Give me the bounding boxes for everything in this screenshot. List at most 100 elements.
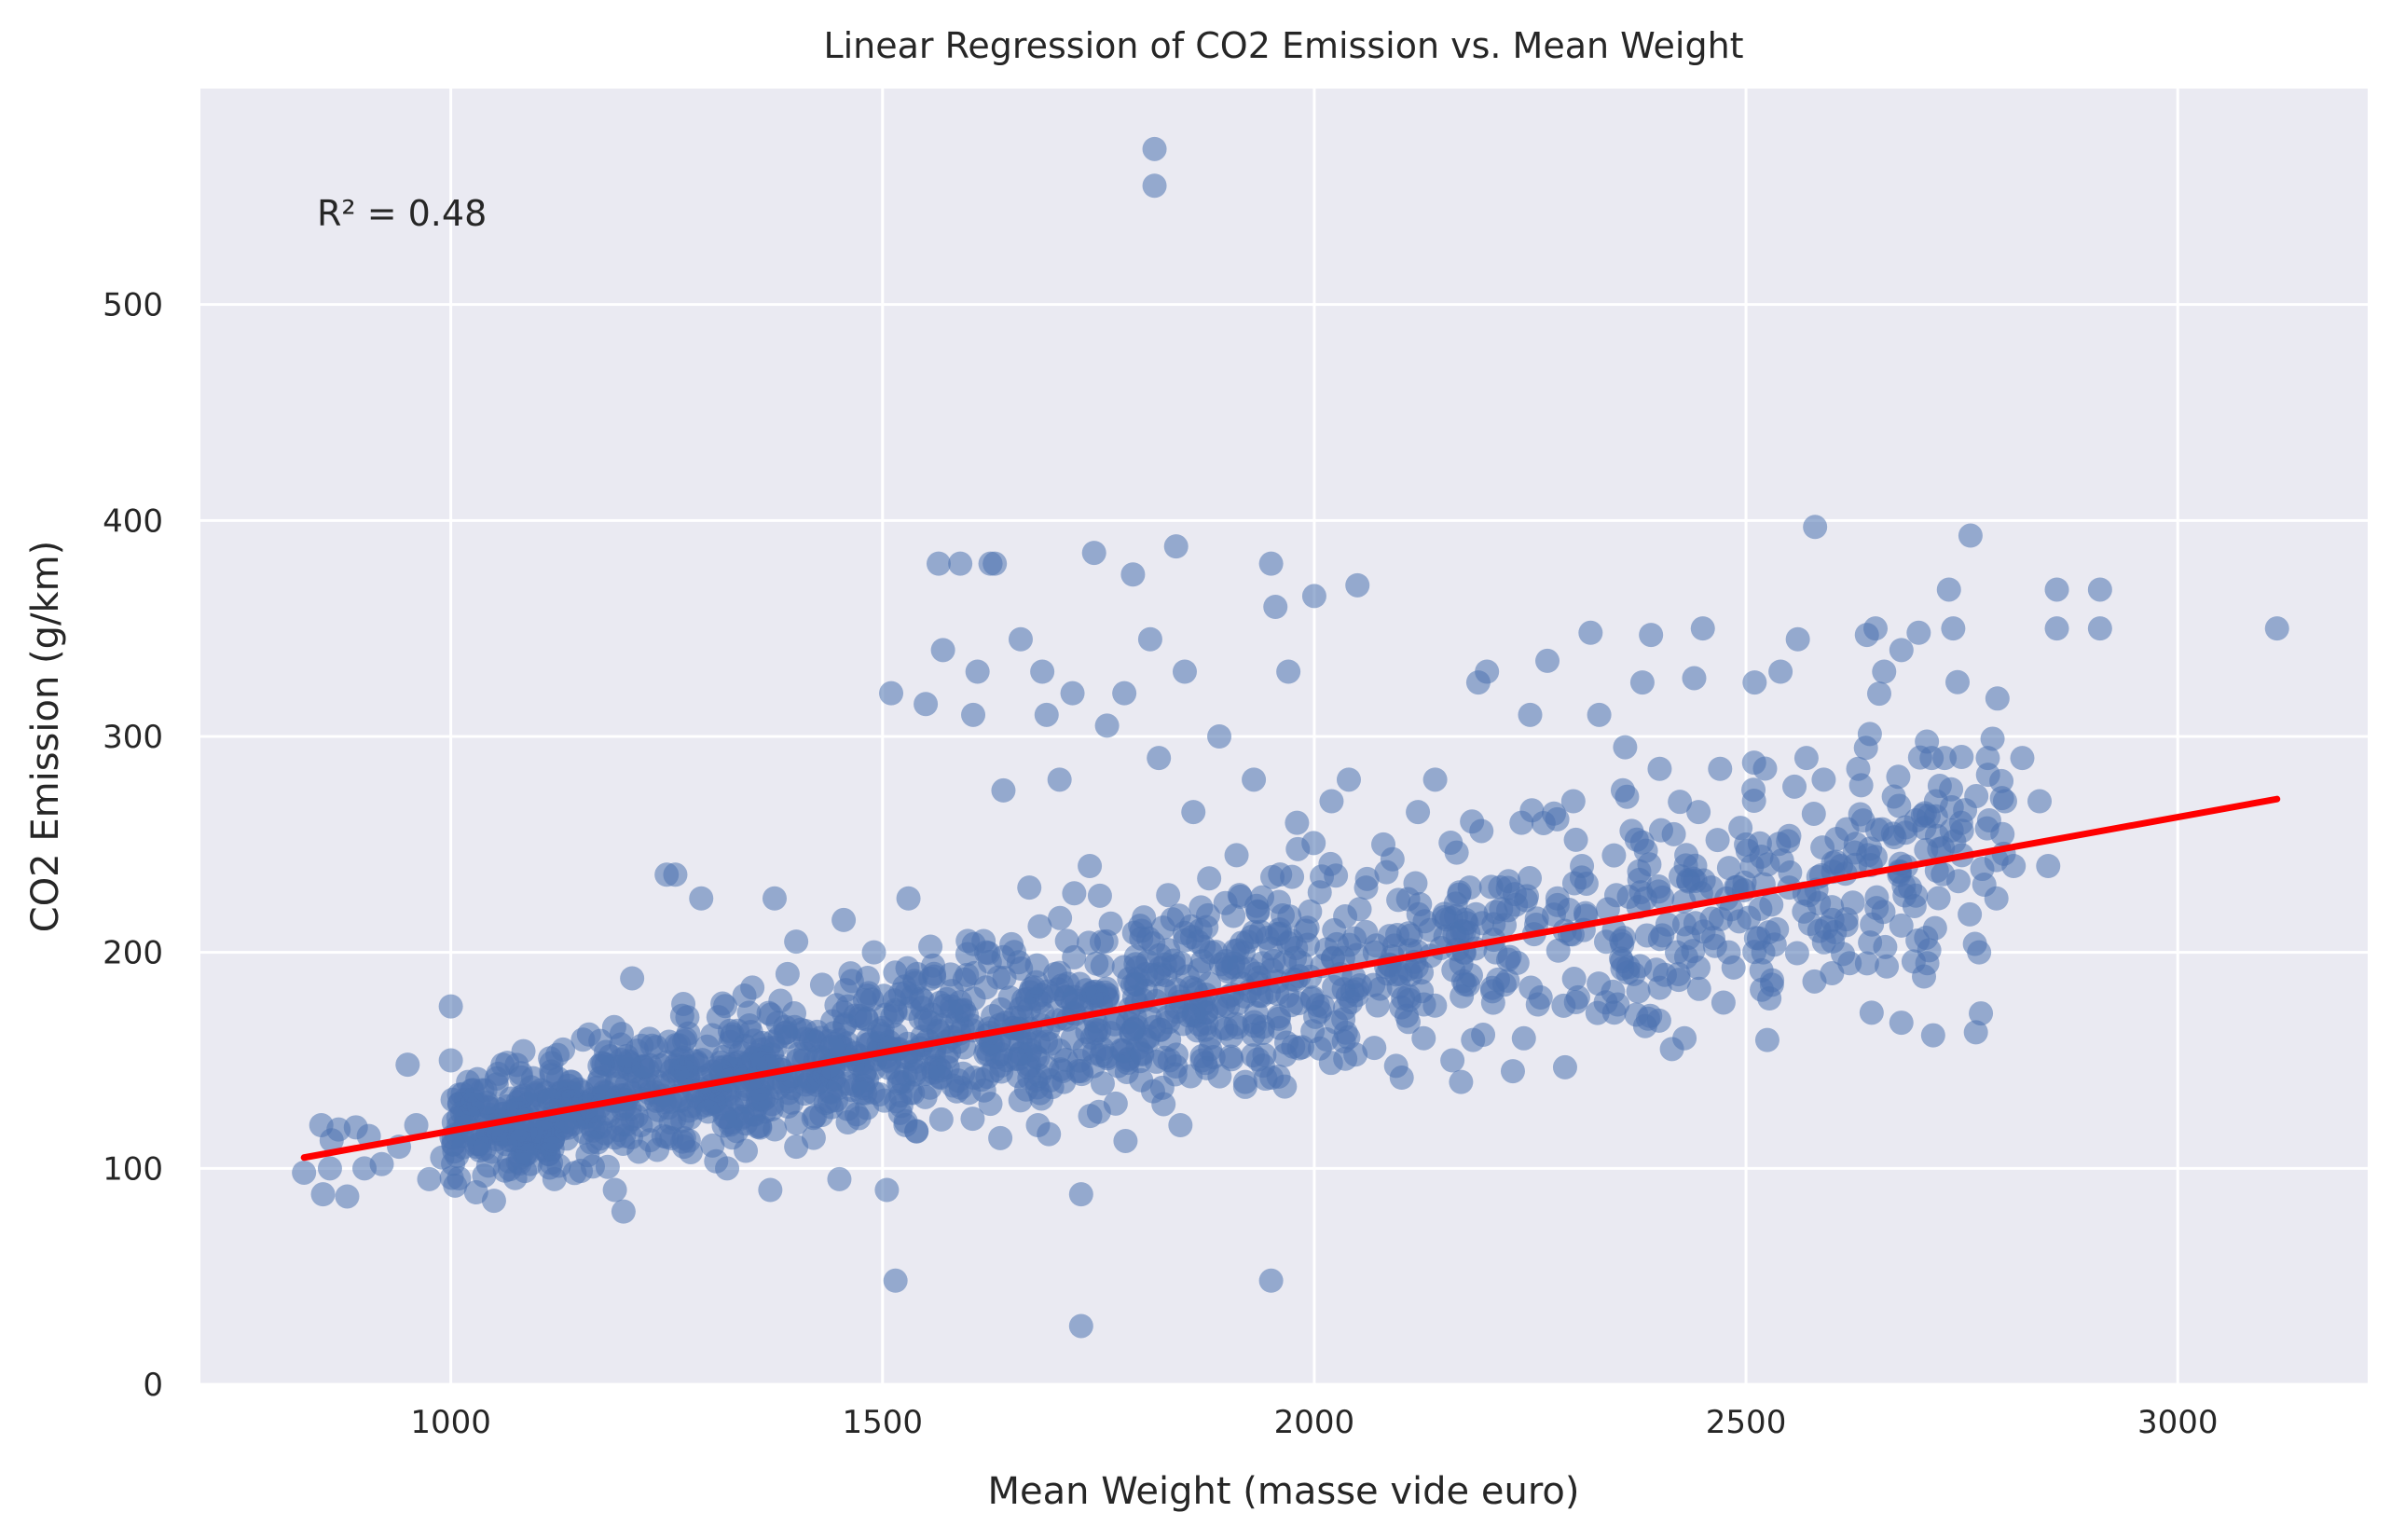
data-point: [750, 1087, 776, 1112]
data-point: [1301, 831, 1326, 856]
data-point: [1156, 883, 1181, 908]
data-point: [513, 1119, 538, 1144]
data-point: [2044, 616, 2069, 641]
x-tick-label: 2500: [1706, 1404, 1787, 1441]
data-point: [1228, 884, 1253, 909]
data-point: [1380, 846, 1405, 872]
data-point: [1601, 843, 1627, 868]
data-point: [1972, 873, 1997, 898]
data-point: [827, 1166, 852, 1191]
data-point: [1008, 626, 1033, 652]
data-point: [1610, 777, 1635, 803]
data-point: [1081, 541, 1106, 566]
data-point: [961, 702, 986, 727]
data-point: [1112, 681, 1137, 706]
data-point: [1802, 969, 1827, 994]
data-point: [1990, 821, 2015, 846]
data-point: [1776, 829, 1801, 854]
data-point: [1500, 1059, 1525, 1084]
data-point: [736, 1000, 762, 1025]
data-point: [1668, 790, 1693, 815]
data-point: [1916, 804, 1941, 829]
data-point: [1616, 885, 1642, 910]
data-point: [1266, 889, 1291, 914]
data-point: [819, 1094, 845, 1120]
data-point: [1578, 620, 1603, 645]
data-point: [1354, 866, 1380, 891]
data-point: [417, 1166, 442, 1191]
data-point: [1078, 1104, 1103, 1129]
data-point: [1626, 979, 1651, 1004]
data-point: [1754, 1027, 1780, 1052]
data-point: [1090, 953, 1115, 978]
data-point: [1515, 884, 1540, 909]
data-point: [914, 692, 939, 717]
data-point: [1475, 659, 1500, 684]
data-point: [1301, 584, 1326, 609]
data-point: [1225, 991, 1250, 1016]
grid-lines: [200, 89, 2368, 1386]
data-point: [1221, 903, 1246, 928]
data-point: [1094, 1044, 1120, 1069]
data-point: [593, 1039, 618, 1065]
y-tick-label: 400: [103, 502, 163, 540]
data-point: [1253, 1066, 1278, 1092]
data-point: [611, 1199, 636, 1224]
data-point: [1563, 827, 1588, 852]
data-point: [1150, 915, 1175, 941]
data-point: [1087, 883, 1112, 908]
data-point: [1863, 616, 1889, 641]
data-point: [1601, 979, 1626, 1004]
data-point: [1037, 1121, 1062, 1147]
data-point: [941, 1073, 966, 1098]
data-point: [1989, 768, 2014, 793]
data-point: [801, 1106, 826, 1131]
data-point: [1440, 1048, 1465, 1073]
data-point: [973, 975, 998, 1000]
data-point: [668, 1055, 694, 1080]
data-point: [1958, 901, 1983, 927]
data-point: [1958, 523, 1983, 548]
data-point: [1090, 1071, 1115, 1096]
data-point: [1785, 626, 1810, 652]
data-point: [1034, 702, 1059, 727]
x-tick-label: 1000: [410, 1404, 491, 1441]
data-point: [1941, 616, 1966, 641]
data-point: [648, 1052, 673, 1078]
data-point: [896, 886, 921, 911]
data-point: [1146, 962, 1171, 987]
data-point: [758, 1002, 783, 1027]
data-point: [1778, 860, 1803, 886]
data-point: [1286, 1036, 1312, 1061]
data-point: [292, 1160, 317, 1185]
data-point: [1784, 941, 1809, 966]
data-point: [1682, 666, 1707, 691]
data-point: [1303, 1004, 1328, 1029]
data-point: [1258, 1268, 1284, 1293]
data-point: [1496, 869, 1521, 894]
data-point: [631, 1053, 656, 1079]
regression-line: [300, 795, 2281, 1162]
data-point: [1518, 702, 1543, 727]
data-point: [1860, 912, 1885, 937]
data-point: [824, 993, 849, 1018]
data-point: [1481, 912, 1506, 937]
data-point: [887, 982, 913, 1007]
data-point: [1263, 595, 1288, 619]
data-point: [740, 975, 765, 1000]
data-point: [700, 1133, 725, 1158]
data-point: [879, 681, 904, 706]
data-point: [1258, 551, 1284, 576]
data-point: [1383, 1053, 1408, 1079]
data-point: [888, 1093, 914, 1119]
data-point: [1239, 925, 1264, 950]
data-point: [1834, 817, 1860, 842]
data-point: [1249, 983, 1274, 1009]
data-point: [1989, 786, 2014, 811]
data-point: [1047, 1038, 1072, 1064]
data-point: [538, 1046, 563, 1071]
data-point: [1711, 990, 1736, 1015]
data-point: [463, 1179, 488, 1204]
data-point: [1386, 974, 1411, 999]
data-point: [1887, 793, 1912, 818]
